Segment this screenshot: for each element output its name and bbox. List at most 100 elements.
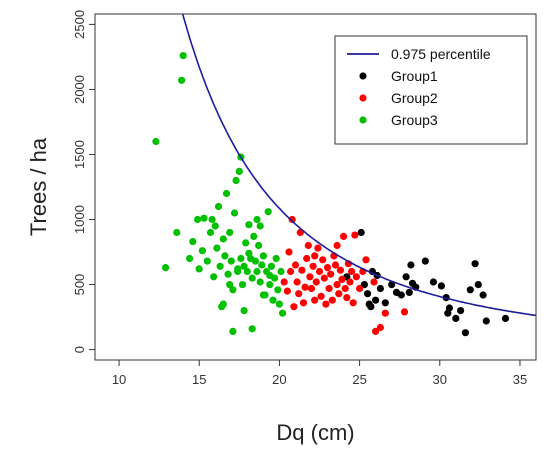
point-group3-44 bbox=[259, 252, 267, 260]
point-group2-6 bbox=[295, 290, 303, 298]
y-tick-label-1500: 1500 bbox=[72, 140, 87, 169]
point-group3-29 bbox=[235, 167, 243, 175]
point-group3-3 bbox=[178, 76, 186, 84]
point-group3-50 bbox=[269, 296, 277, 304]
point-group1-9 bbox=[381, 299, 389, 307]
point-group2-11 bbox=[306, 273, 314, 281]
percentile-curve bbox=[181, 14, 536, 317]
y-tick-label-0: 0 bbox=[72, 346, 87, 353]
point-group1-23 bbox=[452, 314, 460, 322]
point-group3-42 bbox=[256, 278, 264, 286]
point-group3-68 bbox=[266, 271, 274, 280]
point-group2-29 bbox=[335, 290, 343, 298]
point-group2-13 bbox=[309, 262, 317, 270]
y-tick-label-2500: 2500 bbox=[72, 10, 87, 39]
point-group3-17 bbox=[216, 262, 224, 270]
point-group2-16 bbox=[314, 244, 322, 252]
point-group3-5 bbox=[186, 254, 194, 263]
point-group2-45 bbox=[376, 323, 384, 332]
point-group1-20 bbox=[437, 282, 445, 290]
point-group1-30 bbox=[482, 317, 490, 325]
point-group1-2 bbox=[360, 281, 368, 289]
point-group2-33 bbox=[341, 284, 349, 293]
point-group1-27 bbox=[471, 260, 479, 268]
point-group3-32 bbox=[240, 262, 248, 270]
point-group1-13 bbox=[402, 273, 410, 281]
point-group2-37 bbox=[348, 267, 356, 276]
y-tick-label-500: 500 bbox=[72, 274, 87, 296]
point-group2-1 bbox=[283, 287, 291, 295]
point-group3-22 bbox=[224, 270, 232, 278]
point-group2-54 bbox=[287, 267, 295, 276]
point-group2-42 bbox=[362, 256, 370, 264]
point-group2-15 bbox=[312, 278, 320, 286]
point-group3-10 bbox=[200, 214, 208, 222]
point-group3-56 bbox=[279, 309, 287, 317]
point-group3-63 bbox=[256, 222, 264, 230]
point-group2-51 bbox=[333, 241, 341, 250]
point-group2-20 bbox=[320, 274, 328, 282]
point-group2-8 bbox=[299, 299, 308, 307]
point-group2-22 bbox=[323, 264, 332, 272]
legend-label-group1: Group1 bbox=[391, 68, 438, 84]
point-group2-31 bbox=[338, 275, 346, 283]
point-group2-43 bbox=[370, 278, 378, 286]
point-group3-24 bbox=[227, 257, 235, 265]
point-group1-29 bbox=[479, 291, 487, 299]
point-group2-3 bbox=[288, 215, 296, 224]
point-group3-0 bbox=[152, 137, 160, 146]
point-group3-35 bbox=[245, 221, 253, 229]
point-group2-17 bbox=[315, 267, 324, 276]
legend-label-group2: Group2 bbox=[391, 90, 438, 106]
point-group2-28 bbox=[333, 281, 341, 289]
point-group1-12 bbox=[397, 291, 405, 299]
point-group1-33 bbox=[444, 309, 452, 317]
point-group2-7 bbox=[298, 266, 306, 274]
legend-marker-group3 bbox=[359, 116, 367, 124]
series-group3 bbox=[152, 52, 287, 335]
legend-label-group3: Group3 bbox=[391, 112, 438, 128]
point-group3-66 bbox=[245, 249, 253, 257]
point-group2-40 bbox=[356, 284, 364, 293]
point-group3-20 bbox=[221, 252, 229, 260]
point-group2-24 bbox=[327, 270, 335, 278]
point-group3-69 bbox=[253, 215, 261, 224]
y-tick-label-1000: 1000 bbox=[72, 205, 87, 234]
x-tick-label-35: 35 bbox=[513, 372, 527, 387]
point-group2-49 bbox=[290, 303, 298, 311]
point-group3-67 bbox=[226, 281, 234, 289]
point-group1-28 bbox=[474, 281, 482, 289]
point-group3-2 bbox=[173, 228, 181, 237]
axes: 10 15 20 25 30 35 0 500 1000 1500 2000 2500 bbox=[72, 10, 537, 387]
point-group3-37 bbox=[248, 274, 256, 282]
point-group1-32 bbox=[367, 303, 375, 311]
point-group2-23 bbox=[325, 284, 333, 293]
point-group3-30 bbox=[237, 254, 245, 263]
point-group1-15 bbox=[407, 261, 415, 269]
point-group1-8 bbox=[372, 296, 380, 304]
point-group3-61 bbox=[208, 215, 216, 224]
point-group3-54 bbox=[275, 300, 283, 308]
legend-marker-group1 bbox=[359, 72, 367, 80]
point-group2-53 bbox=[351, 231, 359, 239]
point-group2-36 bbox=[346, 278, 354, 286]
point-group2-12 bbox=[307, 284, 316, 293]
point-group1-24 bbox=[457, 307, 465, 315]
series-group2 bbox=[280, 215, 409, 335]
series-group1 bbox=[343, 228, 510, 337]
plot-frame bbox=[94, 13, 537, 361]
point-group2-4 bbox=[291, 261, 300, 269]
point-group3-26 bbox=[230, 209, 239, 217]
point-group3-27 bbox=[232, 176, 240, 185]
point-group3-55 bbox=[277, 267, 285, 276]
point-group3-6 bbox=[189, 238, 197, 246]
point-group2-30 bbox=[336, 266, 344, 274]
point-group1-7 bbox=[376, 284, 384, 293]
point-group1-31 bbox=[501, 314, 510, 322]
point-group3-1 bbox=[162, 264, 170, 272]
point-group2-10 bbox=[304, 241, 312, 250]
point-group2-50 bbox=[311, 252, 319, 260]
point-group3-11 bbox=[203, 257, 211, 265]
point-group3-15 bbox=[213, 244, 221, 252]
